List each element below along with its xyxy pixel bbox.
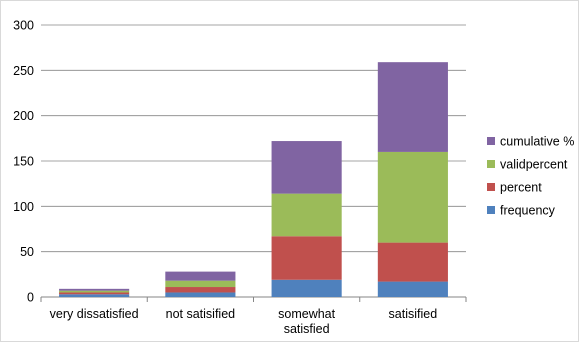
x-tick-label: very dissatisfied <box>50 307 139 321</box>
bar-segment-frequency <box>271 279 342 297</box>
bar-segment-cumulative- <box>165 271 236 281</box>
bar-segment-validpercent <box>271 193 342 237</box>
bar-segment-percent <box>377 242 448 282</box>
x-tick-label: not satisified <box>166 307 236 321</box>
bar-segment-validpercent <box>165 280 236 288</box>
legend-item: percent <box>487 181 542 195</box>
bar-segment-frequency <box>59 294 130 297</box>
bar-segment-frequency <box>377 281 448 297</box>
y-tick-label: 200 <box>13 109 34 123</box>
legend-swatch <box>487 206 495 214</box>
bar-segment-percent <box>59 292 130 295</box>
y-axis-tick-labels: 0 50 100 150 200 250 300 <box>13 19 34 305</box>
legend-swatch <box>487 183 495 191</box>
bar-segment-cumulative- <box>377 62 448 152</box>
x-tick-label: satisified <box>389 307 438 321</box>
bar-segment-percent <box>271 236 342 280</box>
legend-item: frequency <box>487 204 556 218</box>
legend: cumulative % validpercent percent frequency <box>487 135 574 218</box>
bar-segment-validpercent <box>377 151 448 243</box>
legend-label: frequency <box>500 204 556 218</box>
legend-item: validpercent <box>487 158 568 172</box>
x-axis-tick-labels: very dissatisfied not satisified somewhat s… <box>50 307 438 336</box>
stacked-bar-chart: 0 50 100 150 200 250 300 very dissatisfied not … <box>13 19 574 337</box>
y-tick-label: 50 <box>20 245 34 259</box>
y-tick-label: 250 <box>13 64 34 78</box>
bar-segment-frequency <box>165 292 236 297</box>
bar-segment-cumulative- <box>59 288 130 291</box>
legend-label: validpercent <box>500 158 568 172</box>
y-tick-label: 0 <box>27 291 34 305</box>
y-tick-label: 100 <box>13 200 34 214</box>
bar-segment-percent <box>165 287 236 293</box>
bars <box>59 62 448 297</box>
legend-swatch <box>487 160 495 168</box>
y-tick-label: 300 <box>13 19 34 33</box>
legend-label: cumulative % <box>500 135 574 149</box>
bar-segment-cumulative- <box>271 141 342 194</box>
legend-label: percent <box>500 181 542 195</box>
x-tick-label: somewhat satisfied <box>278 307 335 336</box>
legend-item: cumulative % <box>487 135 574 149</box>
bar-segment-validpercent <box>59 290 130 293</box>
legend-swatch <box>487 137 495 145</box>
y-tick-label: 150 <box>13 155 34 169</box>
